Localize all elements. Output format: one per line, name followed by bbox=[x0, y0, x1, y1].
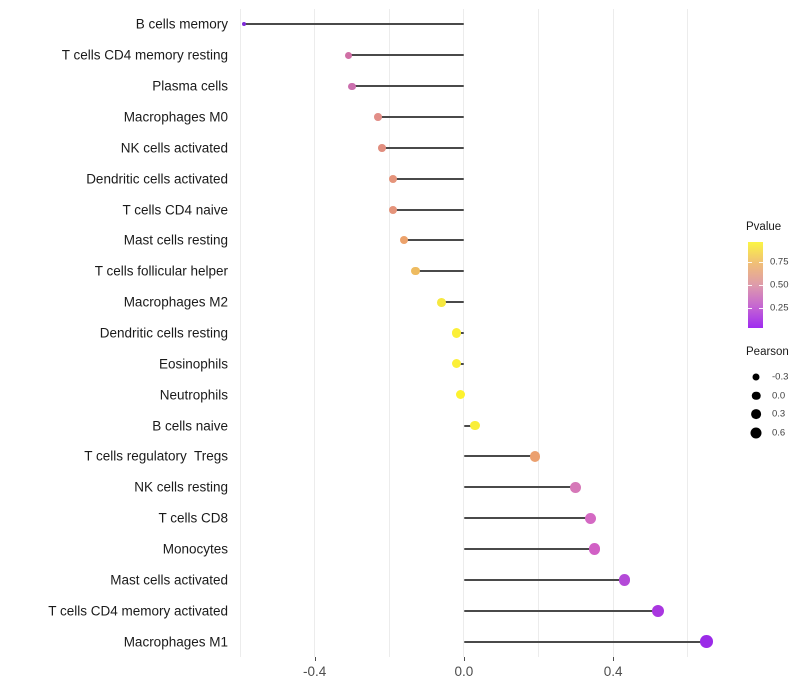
y-axis-label: Dendritic cells activated bbox=[86, 171, 228, 187]
y-axis-label: B cells naive bbox=[152, 418, 228, 434]
lollipop-stem bbox=[441, 301, 464, 304]
pearson-legend-dot bbox=[752, 373, 760, 381]
lollipop-stem bbox=[463, 486, 576, 489]
lollipop-stem bbox=[381, 146, 464, 149]
plot-panel bbox=[236, 9, 722, 657]
lollipop-stem bbox=[415, 270, 464, 273]
x-axis-tick-mark bbox=[613, 657, 615, 661]
pearson-legend-title: Pearson bbox=[746, 346, 789, 358]
lollipop-stem bbox=[463, 578, 625, 581]
lollipop-dot bbox=[455, 390, 465, 400]
y-axis-labels: B cells memory T cells CD4 memory resting… bbox=[0, 9, 228, 657]
lollipop-stem bbox=[378, 116, 464, 118]
colorbar-tick-label: 0.50 bbox=[770, 279, 789, 291]
lollipop-dot bbox=[374, 113, 382, 121]
y-axis-label: NK cells resting bbox=[134, 479, 228, 495]
y-axis-label: Monocytes bbox=[162, 541, 228, 557]
y-axis-label: Eosinophils bbox=[158, 356, 228, 372]
gridline-x--0.6 bbox=[239, 9, 241, 657]
lollipop-stem bbox=[393, 177, 464, 180]
x-axis-tick-label: -0.4 bbox=[303, 664, 327, 679]
lollipop-dot bbox=[377, 144, 386, 152]
y-axis-label: T cells regulatory Tregs bbox=[84, 448, 228, 464]
y-axis-label: T cells CD8 bbox=[158, 510, 228, 526]
lollipop-dot bbox=[570, 481, 582, 493]
lollipop-stem bbox=[463, 548, 595, 550]
lollipop-dot bbox=[437, 297, 446, 307]
gridline-x--0.4 bbox=[314, 9, 316, 657]
lollipop-stem bbox=[463, 640, 707, 643]
pearson-legend-label: -0.3 bbox=[772, 371, 789, 383]
pearson-legend: Pearson -0.3 0.0 0.3 0.6 bbox=[746, 346, 800, 456]
lollipop-dot bbox=[344, 51, 352, 59]
y-axis-label: T cells CD4 memory resting bbox=[61, 47, 228, 63]
gridline-x--0.2 bbox=[388, 9, 390, 657]
gridline-x-0.2 bbox=[537, 9, 539, 657]
pearson-legend-label: 0.0 bbox=[772, 390, 786, 401]
lollipop-dot bbox=[451, 328, 461, 338]
y-axis-label: T cells CD4 memory activated bbox=[48, 603, 228, 619]
pearson-legend-label: 0.3 bbox=[772, 408, 786, 420]
colorbar-tick bbox=[759, 285, 763, 286]
lollipop-dot bbox=[700, 635, 713, 648]
pearson-legend-label: 0.6 bbox=[772, 427, 786, 438]
colorbar-tick bbox=[748, 262, 752, 264]
lollipop-dot bbox=[618, 574, 631, 586]
lollipop-dot bbox=[451, 359, 461, 369]
pvalue-colorbar bbox=[748, 242, 763, 328]
gridline-x-0.4 bbox=[612, 9, 614, 657]
colorbar-tick bbox=[748, 285, 752, 286]
lollipop-stem bbox=[351, 85, 464, 88]
y-axis-label: Mast cells activated bbox=[110, 572, 228, 588]
lollipop-dot bbox=[389, 174, 397, 183]
pvalue-legend: Pvalue 0.75 0.50 0.25 bbox=[746, 221, 800, 341]
y-axis-label: Macrophages M2 bbox=[123, 294, 228, 310]
pearson-legend-dot bbox=[751, 391, 761, 400]
lollipop-dot bbox=[588, 543, 600, 555]
lollipop-dot bbox=[348, 82, 356, 90]
gridline-x-0.6 bbox=[687, 9, 689, 657]
colorbar-tick bbox=[748, 307, 752, 309]
y-axis-label: Macrophages M1 bbox=[123, 634, 228, 650]
lollipop-stem bbox=[463, 424, 476, 427]
lollipop-stem bbox=[348, 54, 464, 57]
lollipop-dot bbox=[585, 512, 597, 524]
lollipop-dot bbox=[411, 267, 420, 276]
y-axis-label: T cells CD4 naive bbox=[122, 202, 228, 218]
lollipop-dot bbox=[241, 22, 246, 27]
y-axis-label: NK cells activated bbox=[120, 140, 228, 156]
x-axis-tick-label: 0.4 bbox=[603, 664, 623, 679]
lollipop-dot bbox=[400, 236, 409, 245]
lollipop-stem bbox=[243, 23, 464, 26]
lollipop-stem bbox=[404, 239, 464, 242]
y-axis-label: Mast cells resting bbox=[123, 232, 228, 248]
lollipop-stem bbox=[463, 455, 535, 458]
pearson-legend-dot bbox=[750, 427, 762, 438]
y-axis-label: Macrophages M0 bbox=[123, 109, 228, 125]
x-axis-tick-label: 0.0 bbox=[454, 664, 474, 679]
y-axis-label: Neutrophils bbox=[159, 387, 228, 403]
pvalue-legend-title: Pvalue bbox=[746, 221, 782, 233]
y-axis-label: Dendritic cells resting bbox=[99, 325, 228, 341]
y-axis-label: B cells memory bbox=[135, 16, 228, 32]
lollipop-stem bbox=[463, 609, 658, 612]
x-axis-tick-mark bbox=[314, 657, 316, 661]
x-axis-tick-mark bbox=[463, 657, 465, 661]
colorbar-tick-label: 0.25 bbox=[770, 302, 789, 314]
colorbar-tick-label: 0.75 bbox=[770, 256, 789, 268]
lollipop-stem bbox=[463, 517, 591, 520]
lollipop-stem bbox=[393, 208, 464, 211]
lollipop-dot bbox=[529, 451, 540, 462]
colorbar-tick bbox=[759, 262, 763, 264]
lollipop-dot bbox=[470, 420, 480, 431]
y-axis-label: Plasma cells bbox=[152, 78, 228, 94]
y-axis-label: T cells follicular helper bbox=[94, 263, 228, 279]
lollipop-dot bbox=[651, 604, 664, 617]
lollipop-dot bbox=[389, 205, 397, 214]
colorbar-tick bbox=[759, 307, 763, 309]
pearson-legend-dot bbox=[751, 409, 761, 419]
